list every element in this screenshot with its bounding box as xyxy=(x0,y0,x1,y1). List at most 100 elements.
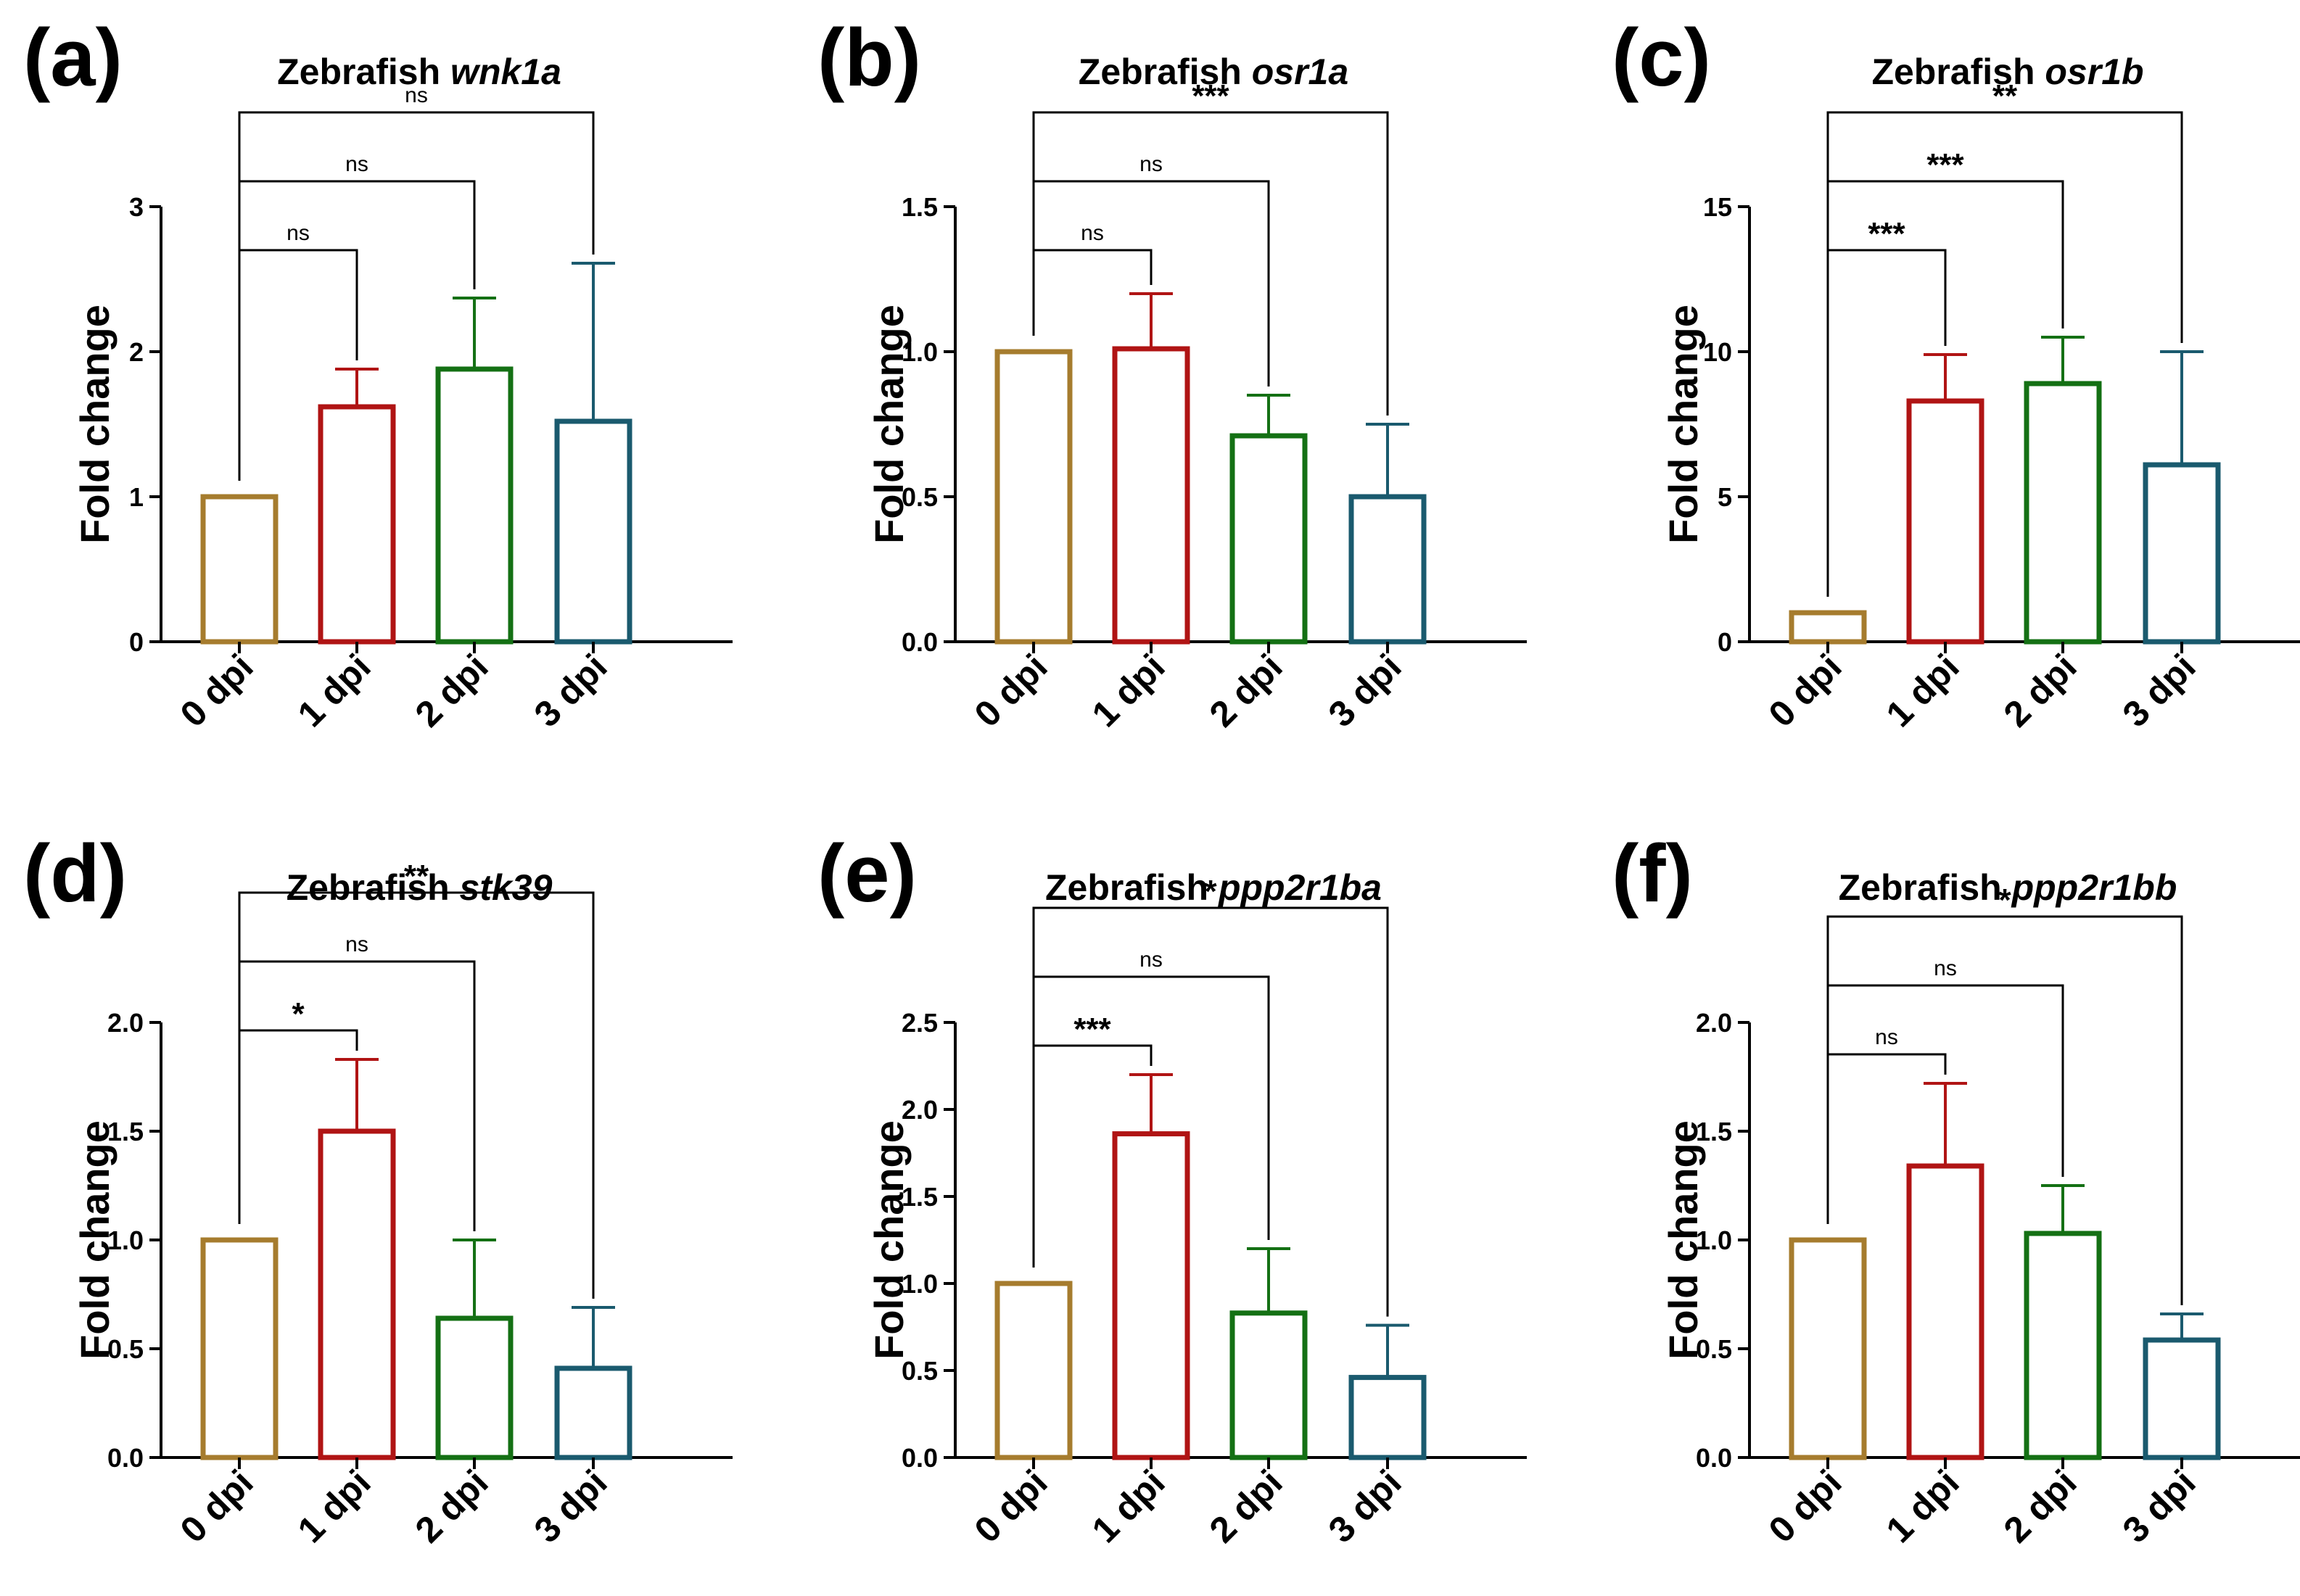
significance-bracket xyxy=(1826,915,2183,1305)
significance-bracket xyxy=(1032,906,1389,1317)
panel-label: (f) xyxy=(1612,828,1693,919)
y-tick-label: 0.0 xyxy=(902,627,938,657)
significance-label: ns xyxy=(1139,948,1163,972)
panel-d: (d) Zebrafish stk39 Fold change 0.0 0.5 1.0 1.… xyxy=(23,828,733,1550)
bar-1-dpi xyxy=(318,404,396,645)
x-tick-label: 1 dpi xyxy=(1879,646,1967,735)
bar-2-dpi xyxy=(1229,1310,1308,1460)
y-tick-label: 0.0 xyxy=(902,1443,938,1473)
bar-1-dpi xyxy=(1906,1163,1984,1460)
significance-bracket xyxy=(1826,111,2183,597)
title-gene: wnk1a xyxy=(450,51,561,92)
bar-3-dpi xyxy=(554,418,632,645)
y-tick-label: 0 xyxy=(129,627,144,657)
bar-0-dpi xyxy=(994,1281,1073,1460)
y-tick-label: 2.0 xyxy=(107,1008,144,1038)
bar-3-dpi xyxy=(1348,494,1427,645)
x-tick-label: 0 dpi xyxy=(173,1462,261,1550)
y-tick-label: 0.5 xyxy=(902,1356,938,1386)
significance-label: * xyxy=(292,996,305,1032)
significance-label: ns xyxy=(1934,956,1957,980)
bar-2-dpi xyxy=(2024,381,2102,645)
y-tick-label: 1.5 xyxy=(902,192,938,222)
chart-title: Zebrafish ppp2r1bb xyxy=(1839,867,2177,908)
significance-label: * xyxy=(1998,882,2011,918)
y-tick-label: 1.5 xyxy=(107,1117,144,1146)
x-tick-label: 2 dpi xyxy=(1996,646,2085,735)
y-tick-label: 0.0 xyxy=(107,1443,144,1473)
significance-label: ns xyxy=(345,152,368,176)
x-tick-label: 2 dpi xyxy=(1202,1462,1290,1550)
bar-1-dpi xyxy=(1906,398,1984,645)
x-tick-label: 2 dpi xyxy=(1202,646,1290,735)
significance-label: *** xyxy=(1073,1012,1111,1047)
significance-label: ns xyxy=(1081,221,1104,245)
x-tick-label: 2 dpi xyxy=(408,1462,496,1550)
title-gene: stk39 xyxy=(460,867,553,908)
x-tick-label: 1 dpi xyxy=(1879,1462,1967,1550)
y-tick-label: 5 xyxy=(1718,482,1732,512)
y-axis-label: Fold change xyxy=(1660,305,1706,544)
x-tick-label: 2 dpi xyxy=(408,646,496,735)
x-tick-label: 3 dpi xyxy=(2115,646,2204,735)
significance-label: * xyxy=(1204,874,1217,909)
bar-2-dpi xyxy=(435,1315,514,1460)
chart-title: Zebrafish osr1a xyxy=(1079,51,1348,92)
y-tick-label: 2.5 xyxy=(902,1008,938,1038)
y-tick-label: 2.0 xyxy=(902,1095,938,1125)
y-tick-label: 0.5 xyxy=(1696,1334,1732,1364)
x-tick-label: 3 dpi xyxy=(527,1462,615,1550)
bar-0-dpi xyxy=(994,349,1073,645)
y-tick-label: 0.0 xyxy=(1696,1443,1732,1473)
title-prefix: Zebrafish xyxy=(1871,51,2045,92)
x-tick-label: 1 dpi xyxy=(1084,646,1173,735)
chart-title: Zebrafish wnk1a xyxy=(277,51,561,92)
title-prefix: Zebrafish xyxy=(287,867,460,908)
bar-0-dpi xyxy=(200,1237,279,1460)
x-tick-label: 0 dpi xyxy=(173,646,261,735)
y-tick-label: 0.5 xyxy=(107,1334,144,1364)
panel-label: (d) xyxy=(23,828,127,919)
y-axis-label: Fold change xyxy=(866,1120,912,1360)
y-axis-label: Fold change xyxy=(1660,1120,1706,1360)
x-tick-label: 2 dpi xyxy=(1996,1462,2085,1550)
title-prefix: Zebrafish xyxy=(277,51,450,92)
x-tick-label: 0 dpi xyxy=(1761,1462,1850,1550)
panel-b: (b) Zebrafish osr1a Fold change 0.0 0.5 1.0 1.… xyxy=(817,12,1527,735)
y-tick-label: 1.0 xyxy=(902,337,938,367)
y-tick-label: 1.5 xyxy=(1696,1117,1732,1146)
y-tick-label: 15 xyxy=(1703,192,1732,222)
x-tick-label: 0 dpi xyxy=(967,1462,1055,1550)
y-tick-label: 10 xyxy=(1703,337,1732,367)
bar-0-dpi xyxy=(200,494,279,645)
bar-3-dpi xyxy=(1348,1375,1427,1460)
title-gene: ppp2r1bb xyxy=(2011,867,2177,908)
panel-label: (e) xyxy=(817,828,917,919)
x-tick-label: 0 dpi xyxy=(967,646,1055,735)
significance-bracket xyxy=(1826,249,1947,597)
significance-label: ns xyxy=(345,933,368,956)
panel-label: (c) xyxy=(1612,12,1711,103)
y-tick-label: 0 xyxy=(1718,627,1732,657)
x-tick-label: 1 dpi xyxy=(290,1462,379,1550)
title-prefix: Zebrafish xyxy=(1839,867,2012,908)
significance-label: ns xyxy=(287,221,310,245)
x-tick-label: 3 dpi xyxy=(2115,1462,2204,1550)
chart-title: Zebrafish osr1b xyxy=(1871,51,2143,92)
bar-2-dpi xyxy=(1229,433,1308,645)
y-axis-label: Fold change xyxy=(72,1120,118,1360)
title-gene: osr1a xyxy=(1252,51,1348,92)
significance-bracket xyxy=(1032,1044,1153,1268)
significance-label: ns xyxy=(1875,1025,1898,1049)
chart-title: Zebrafish ppp2r1ba xyxy=(1045,867,1382,908)
significance-label: ** xyxy=(1992,78,2018,114)
panel-label: (a) xyxy=(23,12,123,103)
significance-label: *** xyxy=(1868,216,1905,252)
y-tick-label: 0.5 xyxy=(902,482,938,512)
significance-label: ns xyxy=(405,83,428,107)
significance-bracket xyxy=(238,249,358,481)
panel-label: (b) xyxy=(817,12,921,103)
panel-a: (a) Zebrafish wnk1a Fold change 0 1 2 3 0 dpi 1 … xyxy=(23,12,733,735)
y-tick-label: 1.0 xyxy=(902,1269,938,1299)
